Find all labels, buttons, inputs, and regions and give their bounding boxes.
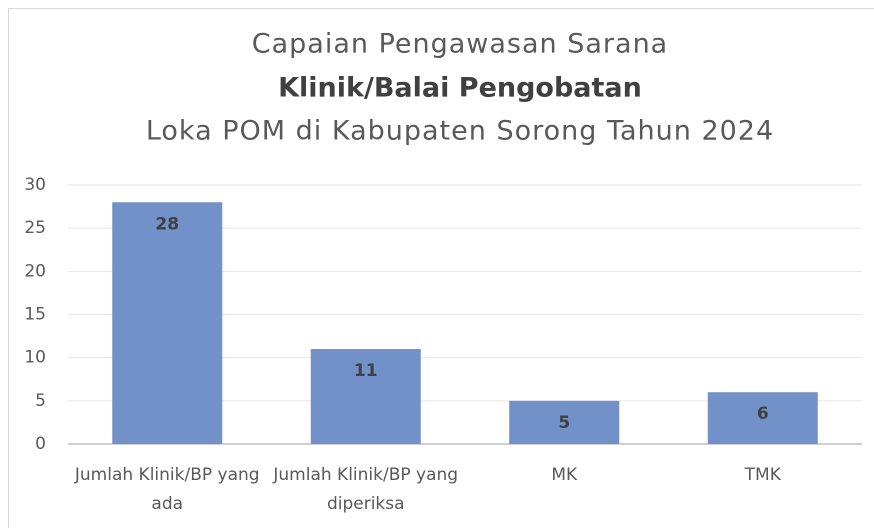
data-label: 11: [354, 361, 378, 381]
data-label: 6: [757, 404, 769, 424]
y-tick-label: 30: [24, 175, 46, 195]
bar: [707, 392, 818, 444]
x-tick-label: TMK: [744, 465, 781, 485]
x-tick-label: MK: [551, 465, 578, 485]
y-tick-label: 10: [24, 348, 46, 368]
data-label: 5: [558, 413, 570, 433]
bar: [509, 400, 620, 444]
chart-title: Klinik/Balai Pengobatan: [278, 73, 642, 104]
y-tick-label: 20: [24, 261, 46, 281]
y-tick-label: 25: [24, 218, 46, 238]
x-tick-label: Jumlah Klinik/BP yang diperiksa: [273, 465, 459, 514]
y-tick-label: 0: [35, 434, 46, 454]
y-tick-label: 5: [35, 391, 46, 411]
data-label: 28: [155, 214, 179, 234]
bar: [112, 202, 223, 444]
y-tick-label: 15: [24, 305, 46, 325]
x-tick-label: Jumlah Klinik/BP yang ada: [74, 465, 260, 514]
chart-title: Loka POM di Kabupaten Sorong Tahun 2024: [146, 116, 774, 147]
chart-title: Capaian Pengawasan Sarana: [252, 29, 668, 60]
bar: [310, 349, 421, 444]
